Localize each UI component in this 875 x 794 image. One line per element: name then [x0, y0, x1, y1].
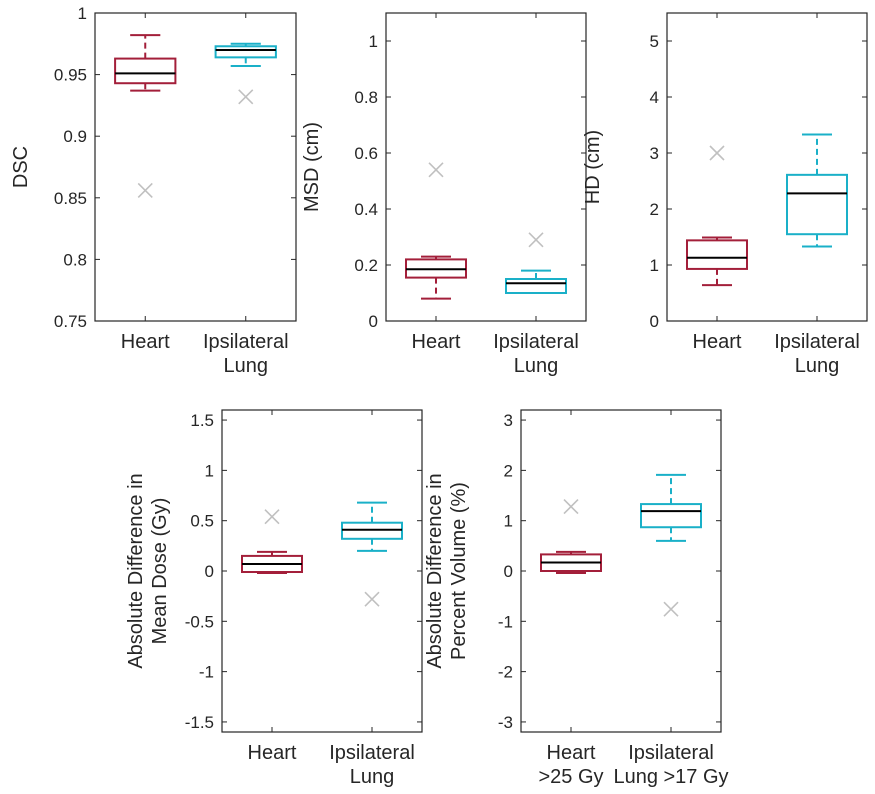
y-tick-label: 1 [650, 256, 659, 275]
iqr-box [341, 521, 403, 540]
y-tick-label: 0.95 [54, 66, 87, 85]
category-label: Heart [412, 331, 461, 353]
iqr-box [786, 173, 848, 236]
category-label: Heart [693, 331, 742, 353]
box-lung [341, 501, 403, 607]
category-label: Heart [547, 742, 596, 764]
outlier-stroke [137, 182, 153, 198]
y-tick-label: 3 [504, 411, 513, 430]
y-tick-label: 0.5 [190, 512, 214, 531]
y-axis-label: Absolute Difference in [125, 473, 147, 668]
category-label: Lung [514, 355, 559, 377]
y-tick-label: 0.9 [63, 127, 87, 146]
category-label: Heart [121, 331, 170, 353]
y-tick-label: 0.75 [54, 312, 87, 331]
outlier-marker [663, 601, 679, 617]
category-label: Lung [224, 355, 269, 377]
y-tick-label: 3 [650, 144, 659, 163]
y-axis-label: MSD (cm) [301, 122, 323, 212]
box-heart [686, 145, 748, 287]
box-lung [640, 473, 702, 617]
outlier-marker [238, 89, 254, 105]
y-tick-label: 0.8 [354, 88, 378, 107]
category-label: Ipsilateral [329, 742, 415, 764]
axes-frame [666, 12, 868, 322]
category-label: Ipsilateral [774, 331, 860, 353]
category-label: Lung >17 Gy [613, 766, 728, 788]
outlier-stroke [663, 601, 679, 617]
y-axis-label: Mean Dose (Gy) [149, 498, 171, 645]
y-tick-label: 0 [650, 312, 659, 331]
outlier-marker [709, 145, 725, 161]
iqr-box [686, 239, 748, 270]
y-tick-label: 1 [205, 461, 214, 480]
box-lung [214, 42, 277, 105]
box-heart [114, 34, 177, 198]
axes-frame [94, 12, 297, 322]
category-label: Ipsilateral [628, 742, 714, 764]
outlier-stroke [709, 145, 725, 161]
y-tick-label: 2 [504, 461, 513, 480]
y-tick-label: 1 [369, 32, 378, 51]
y-tick-label: 1 [78, 4, 87, 23]
outlier-stroke [428, 162, 444, 178]
y-tick-label: -1 [199, 663, 214, 682]
outlier-marker [428, 162, 444, 178]
box-lung [505, 232, 567, 294]
outlier-stroke [364, 591, 380, 607]
y-tick-label: 0.4 [354, 200, 378, 219]
category-label: >25 Gy [538, 766, 603, 788]
outlier-stroke [238, 89, 254, 105]
y-tick-label: 0.85 [54, 189, 87, 208]
box-heart [540, 499, 602, 575]
y-tick-label: 4 [650, 88, 659, 107]
y-tick-label: 2 [650, 200, 659, 219]
y-tick-label: -3 [498, 713, 513, 732]
y-tick-label: -1 [498, 612, 513, 631]
outlier-marker [528, 232, 544, 248]
outlier-marker [137, 182, 153, 198]
category-label: Ipsilateral [493, 331, 579, 353]
y-tick-label: 1.5 [190, 411, 214, 430]
outlier-stroke [528, 232, 544, 248]
category-label: Heart [248, 742, 297, 764]
y-tick-label: 0.6 [354, 144, 378, 163]
box-heart [405, 162, 467, 300]
outlier-stroke [264, 509, 280, 525]
y-tick-label: 1 [504, 512, 513, 531]
y-tick-label: 0 [504, 562, 513, 581]
y-tick-label: 0 [369, 312, 378, 331]
category-label: Ipsilateral [203, 331, 289, 353]
outlier-marker [364, 591, 380, 607]
y-tick-label: -2 [498, 663, 513, 682]
outlier-marker [563, 499, 579, 515]
y-axis-label: Percent Volume (%) [448, 482, 470, 660]
box-lung [786, 133, 848, 248]
axes-frame [385, 12, 587, 322]
outlier-stroke [563, 499, 579, 515]
y-axis-label: DSC [10, 146, 32, 188]
category-label: Lung [795, 355, 840, 377]
y-axis-label: HD (cm) [582, 130, 604, 204]
y-axis-label: Absolute Difference in [424, 473, 446, 668]
outlier-marker [264, 509, 280, 525]
y-tick-label: 5 [650, 32, 659, 51]
y-tick-label: -0.5 [185, 612, 214, 631]
category-label: Lung [350, 766, 395, 788]
y-tick-label: -1.5 [185, 713, 214, 732]
iqr-box [214, 45, 277, 59]
y-tick-label: 0.8 [63, 250, 87, 269]
y-tick-label: 0.2 [354, 256, 378, 275]
iqr-box [640, 503, 702, 529]
y-tick-label: 0 [205, 562, 214, 581]
iqr-box [505, 278, 567, 294]
box-heart [241, 509, 303, 575]
iqr-box [114, 57, 177, 85]
